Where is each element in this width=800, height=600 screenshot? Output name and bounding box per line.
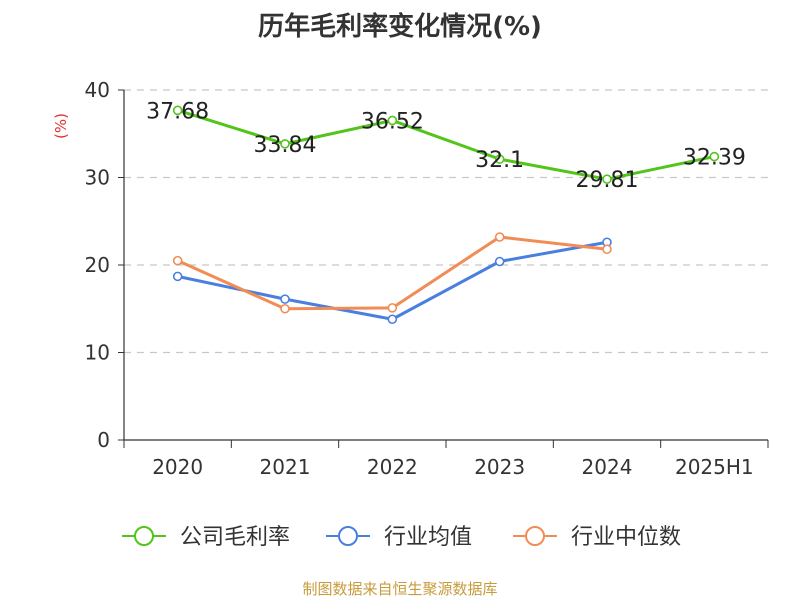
data-label: 36.52: [361, 109, 424, 134]
legend-marker: [134, 526, 154, 546]
y-axis-label: (%): [52, 113, 70, 139]
data-point: [280, 139, 290, 149]
source-note: 制图数据来自恒生聚源数据库: [302, 580, 498, 598]
x-tick-label: 2025H1: [675, 455, 754, 479]
legend-label: 行业均值: [384, 525, 472, 550]
data-label: 29.81: [576, 168, 639, 193]
data-label: 32.39: [683, 146, 746, 171]
legend-label: 公司毛利率: [180, 525, 290, 550]
data-label: 33.84: [254, 133, 317, 158]
x-tick-label: 2023: [474, 455, 525, 479]
data-point: [602, 244, 612, 255]
data-point: [387, 303, 398, 313]
grid-lines: [124, 89, 768, 354]
x-tick-label: 2022: [367, 455, 418, 479]
data-label: 32.1: [475, 148, 524, 173]
y-tick-label: 10: [85, 341, 110, 365]
series-line: [177, 235, 608, 311]
data-point: [387, 115, 398, 126]
legend-marker: [338, 526, 358, 546]
data-point: [280, 294, 290, 304]
data-point: [602, 174, 612, 184]
data-point: [494, 256, 505, 267]
data-labels: 37.68 33.84 36.52 32.1 29.81 32.39: [146, 99, 746, 193]
legend: 公司毛利率 行业均值 行业中位数: [122, 525, 681, 550]
data-point: [387, 314, 398, 325]
legend-marker: [525, 526, 545, 546]
data-point: [172, 255, 183, 266]
y-tick-label: 20: [85, 253, 110, 277]
data-label: 37.68: [146, 99, 209, 124]
data-point: [494, 154, 505, 164]
series-line: [177, 108, 715, 181]
chart-title: 历年毛利率变化情况(%): [258, 12, 542, 42]
axes: 0 10 20 30 40 (%) 2020 2021 2022 2023 2024 2025H1: [52, 78, 769, 479]
y-tick-label: 30: [85, 166, 110, 190]
data-point: [172, 105, 183, 116]
x-tick-label: 2020: [152, 455, 203, 479]
data-point: [494, 232, 505, 242]
data-point: [709, 151, 720, 162]
y-tick-label: 0: [97, 428, 110, 452]
data-point: [172, 271, 183, 282]
x-tick-label: 2021: [260, 455, 311, 479]
data-point: [280, 303, 290, 314]
series-lines: [172, 105, 720, 325]
legend-label: 行业中位数: [571, 525, 681, 550]
x-tick-label: 2024: [582, 455, 633, 479]
y-tick-label: 40: [85, 78, 110, 102]
